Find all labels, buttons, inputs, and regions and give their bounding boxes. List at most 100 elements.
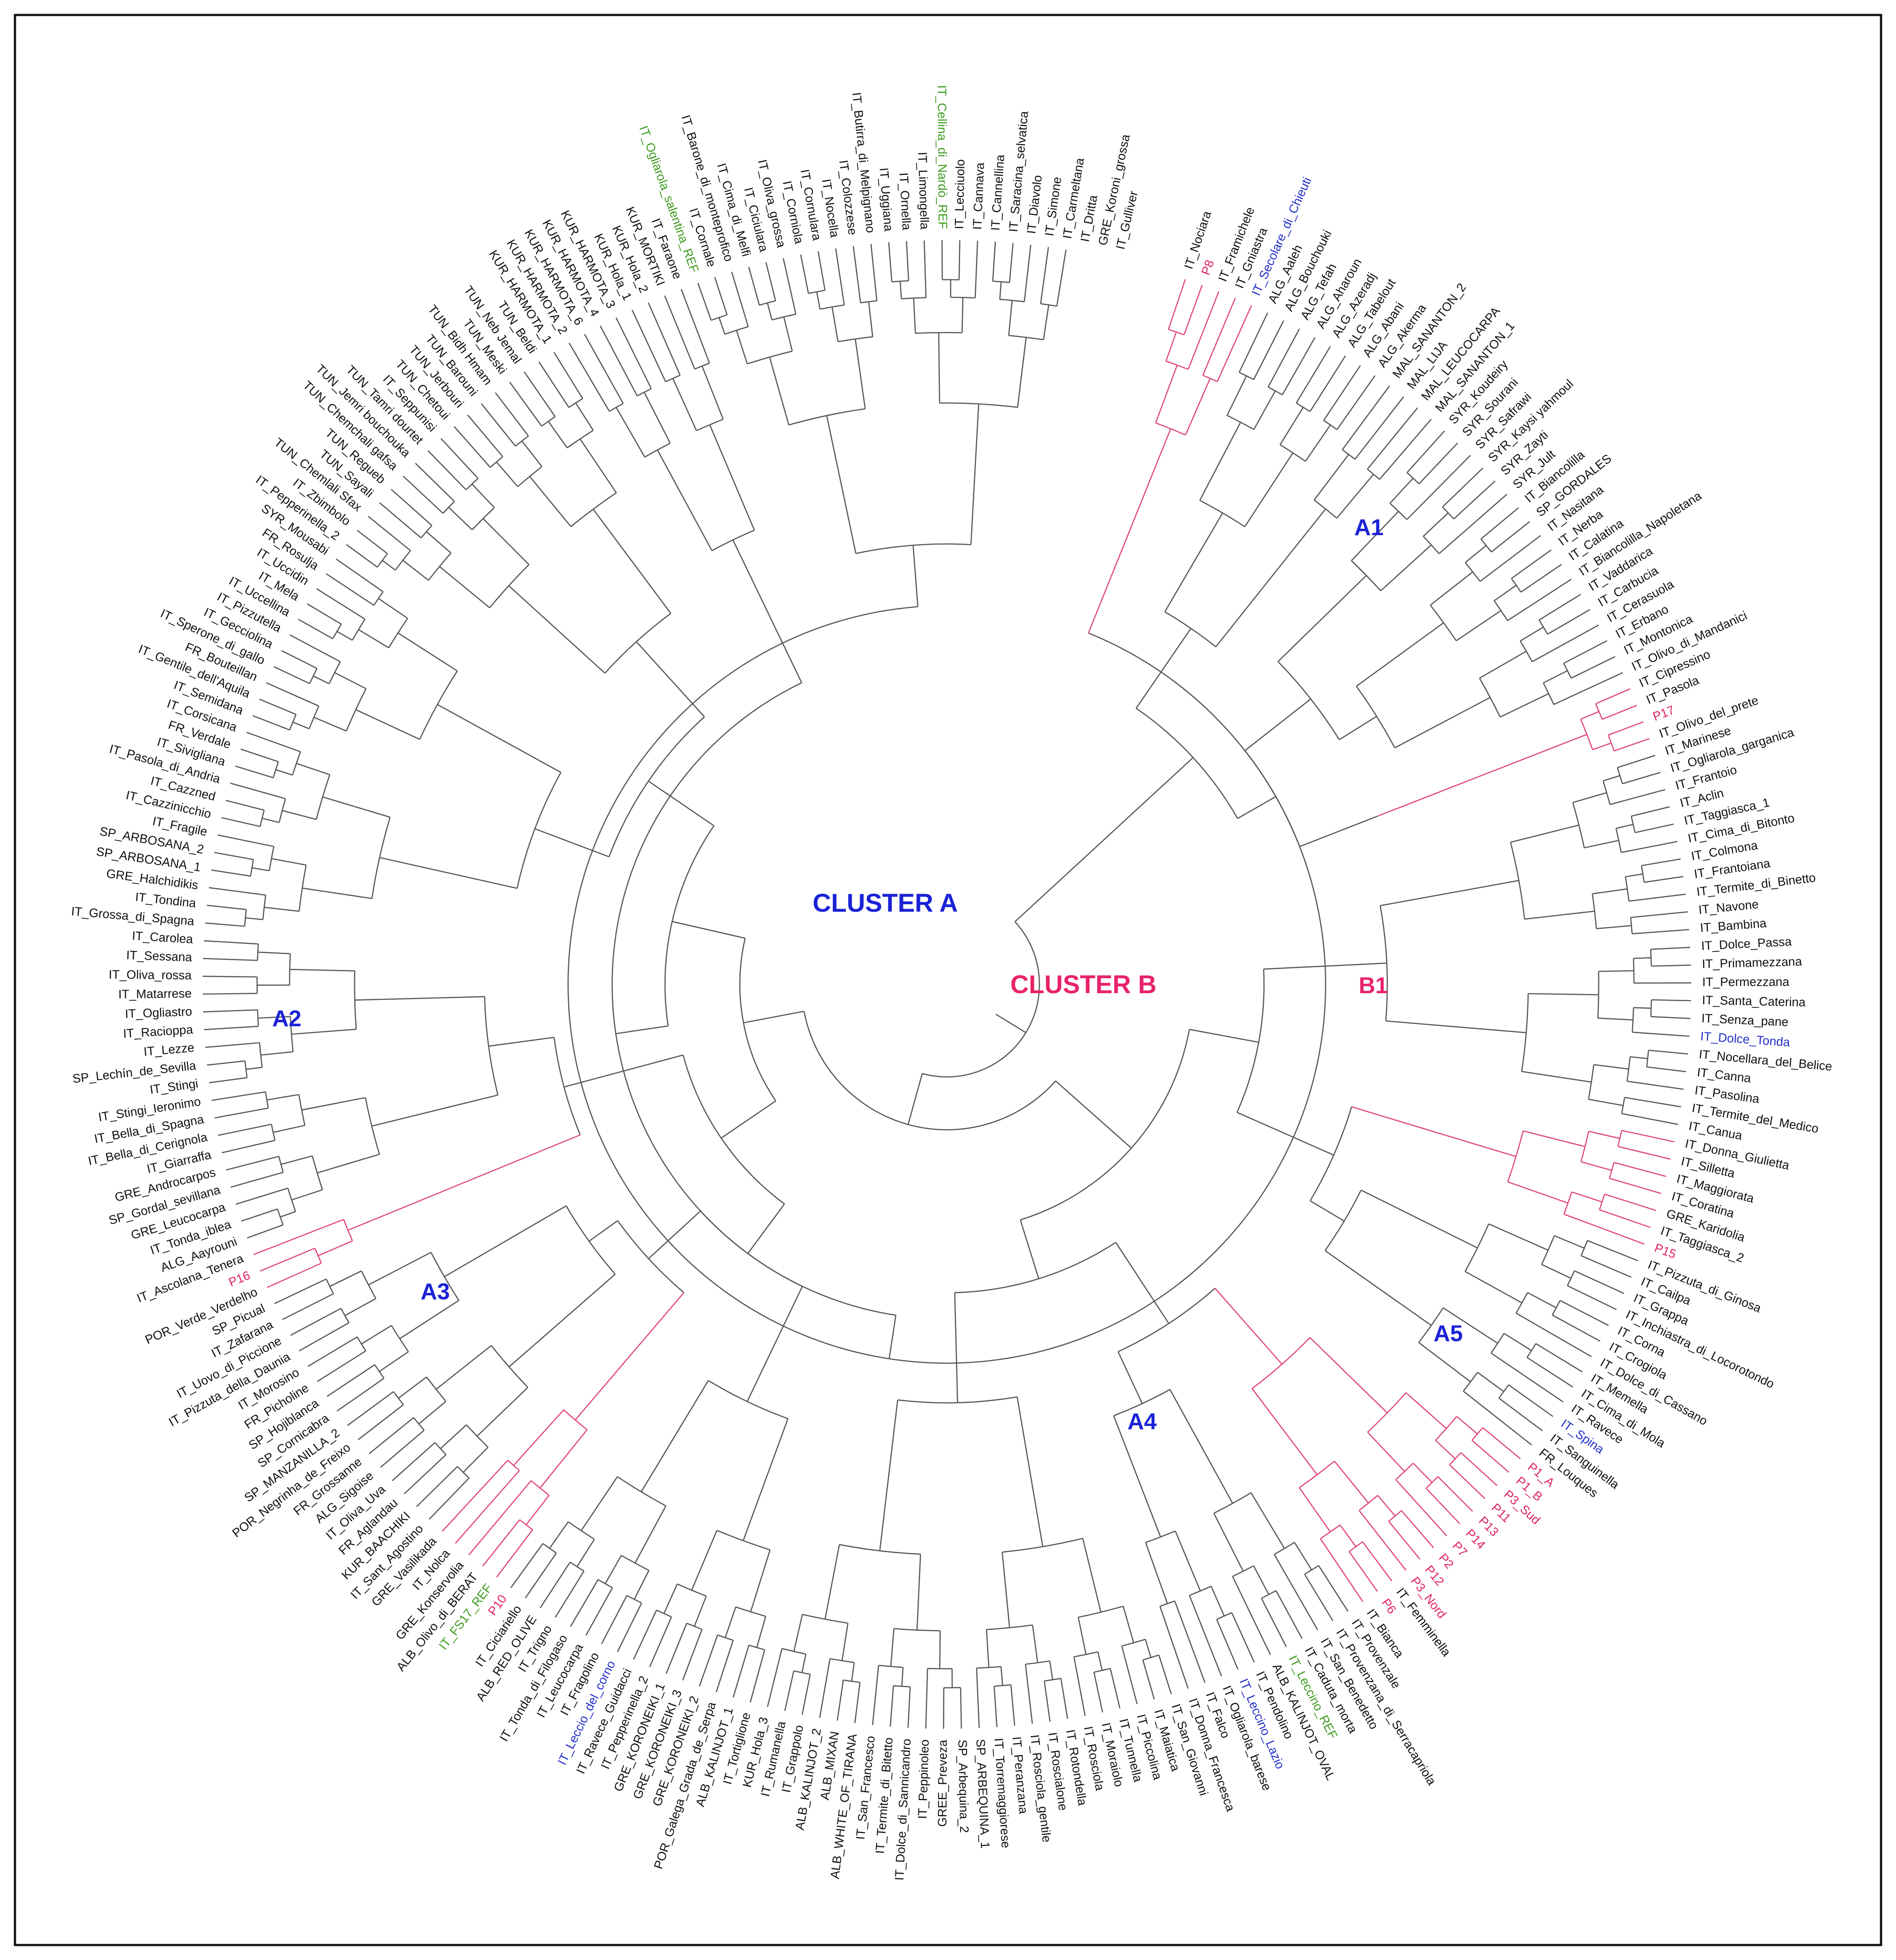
branch-radial-520 xyxy=(508,585,606,674)
branch-arc-341 xyxy=(565,1206,616,1275)
branch-radial-36 xyxy=(1596,925,1632,929)
branch-arc-570 xyxy=(711,529,755,551)
branch-radial-22 xyxy=(1616,824,1634,829)
branch-radial-453 xyxy=(379,857,517,889)
branch-radial-497 xyxy=(266,682,319,707)
branch-radial-513 xyxy=(316,588,366,620)
branch-radial-259 xyxy=(841,1623,849,1661)
branch-radial-129 xyxy=(1498,1398,1543,1431)
branch-radial-220 xyxy=(1109,1668,1121,1709)
branch-radial-346 xyxy=(462,1447,488,1473)
branch-radial-754 xyxy=(1538,594,1581,621)
branch-radial-732 xyxy=(1356,622,1444,687)
branch-radial-64 xyxy=(1648,1050,1688,1055)
branch-radial-756 xyxy=(1532,624,1599,662)
branch-radial-411 xyxy=(226,1156,279,1171)
branch-arc-52 xyxy=(1631,1007,1634,1032)
branch-radial-42 xyxy=(1528,993,1599,995)
branch-arc-120 xyxy=(1526,1343,1537,1358)
cluster-a-label: CLUSTER A xyxy=(813,889,958,917)
branch-radial-96 xyxy=(1360,1189,1478,1249)
branch-radial-680 xyxy=(1199,422,1241,501)
branch-radial-739 xyxy=(1491,521,1530,553)
branch-radial-13 xyxy=(1572,792,1607,803)
leaf-label: IT_Peppinoleo xyxy=(916,1739,931,1819)
branch-radial-381 xyxy=(290,1308,341,1336)
branch-radial-477 xyxy=(221,817,260,827)
branch-radial-672 xyxy=(1014,828,1116,922)
root-stem xyxy=(995,1013,1026,1033)
branch-radial-671 xyxy=(1216,305,1252,382)
branch-radial-167 xyxy=(1339,1524,1356,1547)
branch-radial-272 xyxy=(767,1648,783,1707)
branch-radial-48 xyxy=(1650,947,1690,950)
branch-arc-572 xyxy=(644,443,671,458)
branch-arc-355 xyxy=(426,1376,447,1402)
branch-radial-408 xyxy=(281,1155,313,1165)
branch-radial-131 xyxy=(1020,1220,1039,1279)
branch-radial-40 xyxy=(1386,1020,1526,1033)
branch-arc-365 xyxy=(430,1252,460,1301)
branch-radial-359 xyxy=(369,1417,414,1454)
branch-radial-430 xyxy=(209,1077,248,1084)
branch-radial-624 xyxy=(853,246,861,303)
branch-radial-545 xyxy=(592,509,672,614)
branch-radial-180 xyxy=(1318,1565,1349,1612)
branch-radial-589 xyxy=(664,295,695,370)
branch-radial-720 xyxy=(1406,430,1445,473)
branch-radial-265 xyxy=(819,1658,831,1718)
branch-radial-611 xyxy=(765,262,776,301)
branch-radial-762 xyxy=(1571,656,1615,679)
branch-radial-449 xyxy=(648,780,714,826)
branch-radial-708 xyxy=(1367,407,1418,470)
branch-arc-609 xyxy=(759,300,776,306)
branch-radial-216 xyxy=(1078,1617,1087,1655)
branch-radial-309 xyxy=(617,1602,642,1653)
branch-radial-666 xyxy=(1183,285,1203,335)
branch-radial-495 xyxy=(252,715,290,731)
branch-radial-599 xyxy=(735,330,748,364)
branch-radial-110 xyxy=(1527,1292,1557,1309)
branch-radial-485 xyxy=(240,748,279,762)
branch-radial-670 xyxy=(1202,298,1236,376)
branch-radial-608 xyxy=(767,303,772,320)
branch-radial-573 xyxy=(616,407,646,458)
branch-radial-537 xyxy=(448,507,473,530)
branch-radial-229 xyxy=(1060,1678,1068,1719)
branch-radial-353 xyxy=(392,1442,436,1481)
branch-arc-101 xyxy=(1580,1240,1588,1256)
branch-radial-270 xyxy=(802,1674,811,1715)
branch-radial-174 xyxy=(1169,1389,1233,1504)
branch-radial-331 xyxy=(525,1495,550,1525)
branch-radial-695 xyxy=(1309,355,1346,412)
branch-radial-98 xyxy=(1488,1223,1549,1251)
branch-radial-349 xyxy=(416,1466,458,1507)
branch-radial-534 xyxy=(391,488,432,526)
branch-arc-134 xyxy=(1118,1287,1216,1353)
branch-radial-656 xyxy=(1056,249,1067,307)
branch-radial-70 xyxy=(1621,1113,1678,1125)
branch-radial-83 xyxy=(1581,1161,1612,1171)
branch-radial-416 xyxy=(222,1139,275,1154)
branch-radial-354 xyxy=(436,1345,492,1390)
branch-radial-613 xyxy=(854,339,866,409)
branch-radial-590 xyxy=(680,288,710,363)
subcluster-a4-label: A4 xyxy=(1127,1409,1157,1435)
branch-radial-466 xyxy=(251,867,270,872)
branch-radial-518 xyxy=(636,641,705,717)
branch-radial-29 xyxy=(1592,888,1628,895)
branch-radial-482 xyxy=(275,769,293,776)
branch-radial-764 xyxy=(1299,815,1378,847)
branch-radial-69 xyxy=(1624,1097,1682,1108)
branch-radial-163 xyxy=(1388,1521,1420,1560)
branch-radial-563 xyxy=(575,403,594,431)
branch-radial-478 xyxy=(225,799,265,811)
branch-radial-686 xyxy=(1253,390,1276,430)
branch-radial-531 xyxy=(426,531,451,554)
branch-radial-412 xyxy=(301,1097,366,1111)
branch-radial-370 xyxy=(336,1378,384,1412)
leaf-label: IT_Limongella xyxy=(916,152,931,229)
branch-radial-432 xyxy=(205,1042,260,1048)
branch-radial-447 xyxy=(672,921,746,939)
branch-arc-398 xyxy=(365,1097,380,1155)
